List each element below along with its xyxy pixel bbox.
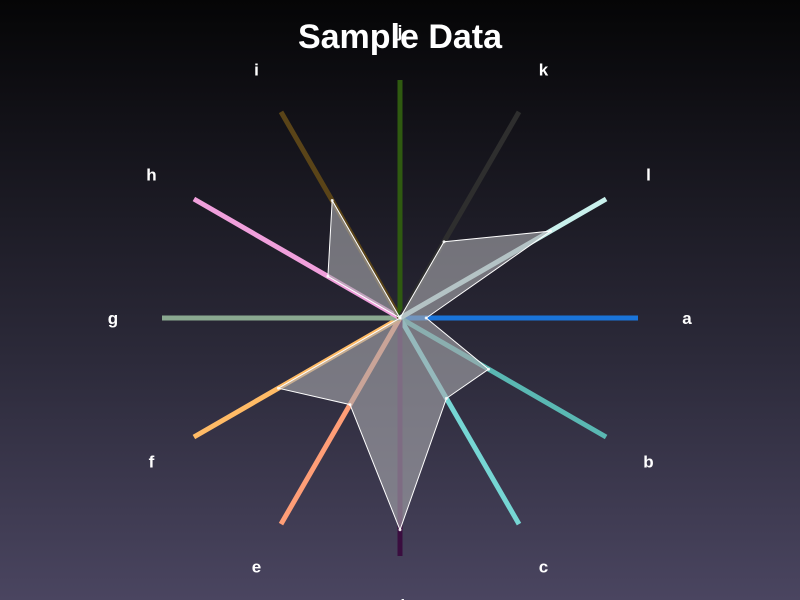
axis-label-b: b bbox=[643, 453, 653, 472]
chart-title: Sample Data bbox=[297, 18, 503, 56]
axis-label-k: k bbox=[539, 61, 549, 80]
data-point-k bbox=[442, 240, 446, 244]
axis-label-l: l bbox=[646, 166, 651, 185]
data-point-e bbox=[348, 403, 352, 407]
data-point-b bbox=[487, 367, 491, 371]
axis-label-j: j bbox=[397, 22, 403, 41]
data-point-i bbox=[330, 199, 334, 202]
data-point-f bbox=[276, 386, 280, 390]
axis-label-a: a bbox=[682, 309, 692, 328]
axis-label-g: g bbox=[108, 309, 118, 328]
axis-label-d: d bbox=[395, 596, 405, 600]
data-point-l bbox=[549, 229, 552, 233]
axis-label-h: h bbox=[146, 166, 156, 185]
axis-label-e: e bbox=[252, 558, 261, 577]
data-point-h bbox=[326, 274, 330, 278]
data-point-c bbox=[444, 396, 448, 400]
axis-label-c: c bbox=[539, 558, 548, 577]
data-point-a bbox=[424, 316, 428, 320]
data-point-d bbox=[398, 528, 402, 532]
axis-label-f: f bbox=[149, 453, 155, 472]
data-polygon bbox=[277, 198, 553, 532]
data-point-j bbox=[398, 316, 402, 320]
axis-label-i: i bbox=[254, 61, 259, 80]
